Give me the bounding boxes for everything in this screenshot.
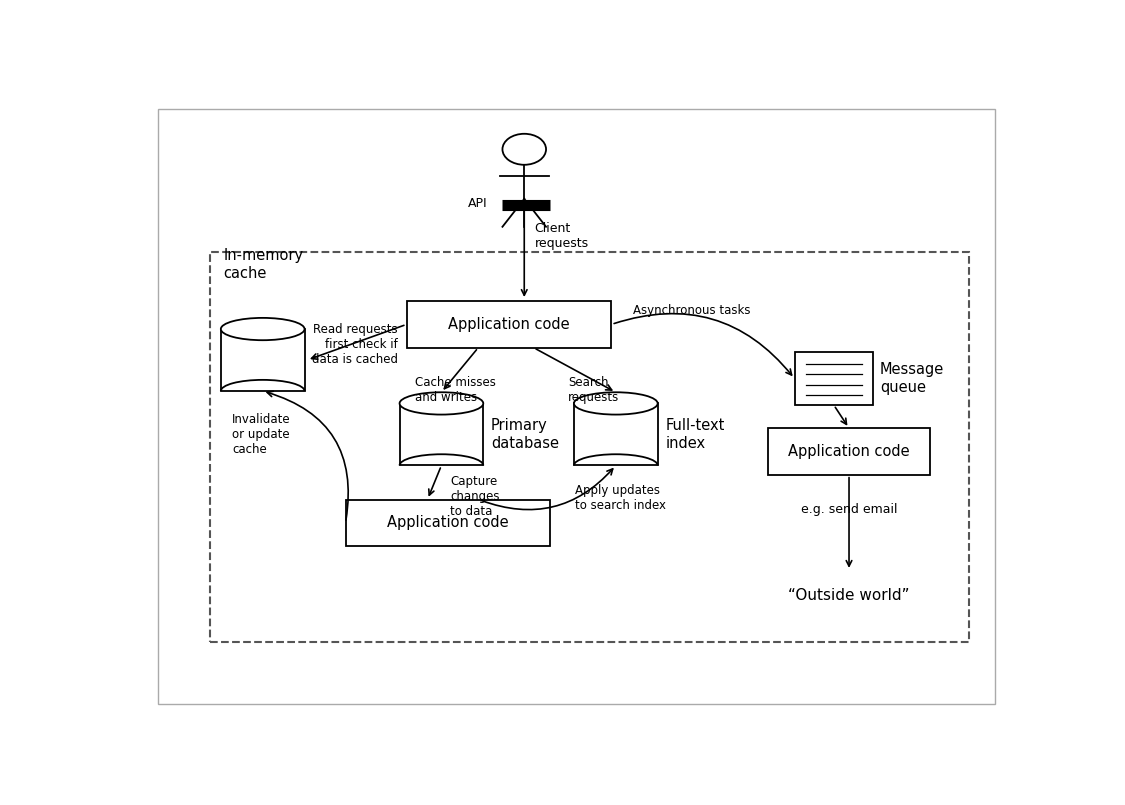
Text: Capture
changes
to data: Capture changes to data bbox=[450, 475, 500, 518]
Ellipse shape bbox=[574, 392, 658, 415]
Circle shape bbox=[503, 134, 546, 165]
Text: Application code: Application code bbox=[448, 317, 569, 332]
Text: Application code: Application code bbox=[387, 515, 508, 530]
Text: Cache misses
and writes: Cache misses and writes bbox=[415, 375, 496, 403]
Ellipse shape bbox=[399, 392, 484, 415]
Text: Message
queue: Message queue bbox=[880, 362, 944, 394]
Bar bbox=[345, 499, 550, 546]
Polygon shape bbox=[399, 403, 484, 465]
Text: Asynchronous tasks: Asynchronous tasks bbox=[633, 304, 750, 317]
Bar bbox=[406, 301, 612, 348]
Text: e.g. send email: e.g. send email bbox=[801, 502, 898, 515]
Polygon shape bbox=[574, 403, 658, 465]
Text: Full-text
index: Full-text index bbox=[666, 419, 724, 451]
Text: Application code: Application code bbox=[789, 444, 910, 459]
Text: “Outside world”: “Outside world” bbox=[789, 588, 910, 603]
Text: API: API bbox=[468, 196, 487, 210]
Text: Invalidate
or update
cache: Invalidate or update cache bbox=[232, 413, 290, 456]
Ellipse shape bbox=[220, 318, 305, 341]
Text: Read requests
first check if
data is cached: Read requests first check if data is cac… bbox=[312, 323, 398, 365]
Text: In-memory
cache: In-memory cache bbox=[224, 249, 304, 281]
Polygon shape bbox=[220, 329, 305, 391]
Bar bbox=[794, 353, 873, 405]
Text: Primary
database: Primary database bbox=[492, 419, 559, 451]
Text: Client
requests: Client requests bbox=[534, 222, 588, 250]
Text: Apply updates
to search index: Apply updates to search index bbox=[575, 484, 666, 512]
Bar bbox=[210, 251, 969, 642]
Bar bbox=[768, 428, 929, 475]
Text: Search
requests: Search requests bbox=[568, 375, 619, 403]
